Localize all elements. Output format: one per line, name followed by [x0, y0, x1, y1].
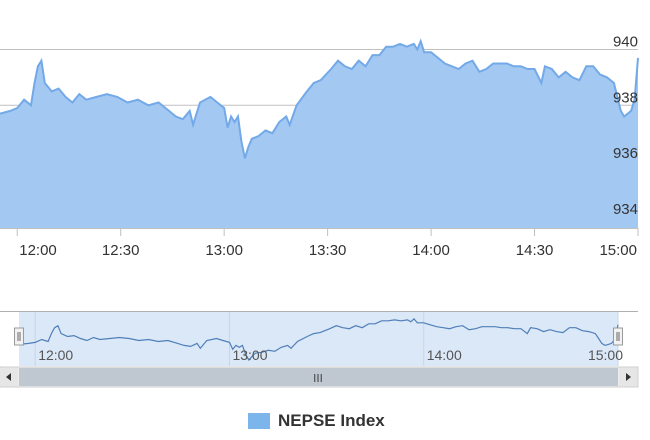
- y-tick-label: 936: [613, 145, 638, 162]
- arrow-right-icon: [626, 373, 631, 381]
- x-tick-label: 12:30: [102, 242, 140, 259]
- y-tick-label: 938: [613, 89, 638, 106]
- navigator-right-handle[interactable]: [613, 327, 623, 346]
- arrow-left-icon: [6, 373, 11, 381]
- x-tick-label: 14:30: [516, 242, 554, 259]
- series-area-nepse-index[interactable]: [0, 41, 638, 229]
- series-line-nepse-index[interactable]: [0, 38, 639, 159]
- scrollbar-thumb[interactable]: [19, 368, 618, 386]
- navigator-time-label: 13:00: [232, 347, 267, 363]
- x-tick-label: 13:00: [205, 242, 243, 259]
- scrollbar-grip: III: [313, 372, 323, 385]
- y-tick-label: 940: [613, 34, 638, 51]
- legend-swatch: [248, 413, 270, 429]
- x-tick-label: 14:00: [412, 242, 450, 259]
- navigator-time-label: 12:00: [38, 347, 73, 363]
- y-tick-label: 934: [613, 201, 638, 218]
- scroll-left-button[interactable]: [0, 368, 18, 386]
- navigator-time-label: 15:00: [588, 347, 623, 363]
- navigator-left-handle[interactable]: [14, 327, 24, 346]
- scroll-right-button[interactable]: [619, 368, 637, 386]
- legend[interactable]: NEPSE Index: [248, 410, 385, 432]
- legend-label-nepse-index: NEPSE Index: [278, 411, 385, 430]
- x-tick-label: 12:00: [19, 242, 57, 259]
- navigator-time-label: 14:00: [427, 347, 462, 363]
- navigator-selected-range[interactable]: [19, 312, 618, 366]
- x-tick-label: 15:00: [599, 242, 637, 259]
- x-tick-label: 13:30: [309, 242, 347, 259]
- navigator-series-line: [18, 318, 619, 362]
